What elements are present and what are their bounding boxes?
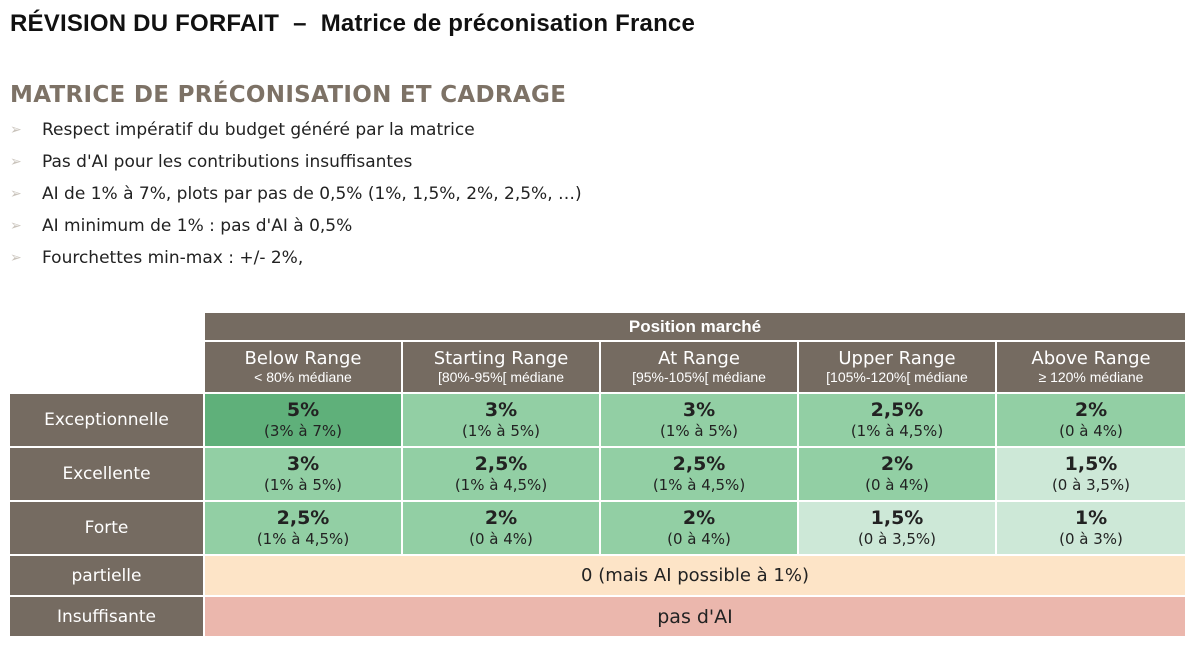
cell-range: (0 à 3,5%) <box>857 530 937 548</box>
cell-percent: 2% <box>484 507 518 529</box>
cell-percent: 1% <box>1074 507 1108 529</box>
cell-percent: 2,5% <box>870 399 924 421</box>
list-item: ➢ AI de 1% à 7%, plots par pas de 0,5% (1… <box>10 182 582 214</box>
arrow-right-icon: ➢ <box>10 218 22 234</box>
bullet-text: Pas d'AI pour les contributions insuffis… <box>42 152 413 172</box>
cell-range: (1% à 4,5%) <box>850 422 944 440</box>
matrix-cell: 2,5% (1% à 4,5%) <box>601 448 797 500</box>
market-position-header: Position marché <box>205 313 1185 340</box>
arrow-right-icon: ➢ <box>10 250 22 266</box>
matrix-cell: 3% (1% à 5%) <box>205 448 401 500</box>
cell-range: (0 à 3%) <box>1059 530 1123 548</box>
section-title: MATRICE DE PRÉCONISATION ET CADRAGE <box>10 82 567 108</box>
column-title: Starting Range <box>433 348 569 369</box>
column-subtitle: [80%-95%[ médiane <box>437 369 565 385</box>
arrow-right-icon: ➢ <box>10 154 22 170</box>
matrix-cell: 2,5% (1% à 4,5%) <box>403 448 599 500</box>
cell-range: (1% à 5%) <box>461 422 541 440</box>
row-label-partielle: partielle <box>10 556 203 595</box>
matrix-cell: 2% (0 à 4%) <box>799 448 995 500</box>
cell-percent: 2,5% <box>672 453 726 475</box>
matrix-cell: 2,5% (1% à 4,5%) <box>205 502 401 554</box>
cell-percent: 3% <box>484 399 518 421</box>
cell-percent: 3% <box>682 399 716 421</box>
column-header-upper-range: Upper Range [105%-120%[ médiane <box>799 342 995 392</box>
list-item: ➢ Pas d'AI pour les contributions insuffi… <box>10 150 582 182</box>
cell-percent: 5% <box>286 399 320 421</box>
page-title-main: RÉVISION DU FORFAIT <box>10 10 280 37</box>
matrix-corner <box>10 342 203 392</box>
cell-range: (1% à 5%) <box>263 476 343 494</box>
cell-percent: 2,5% <box>276 507 330 529</box>
column-header-above-range: Above Range ≥ 120% médiane <box>997 342 1185 392</box>
column-subtitle: ≥ 120% médiane <box>1038 369 1144 385</box>
cell-percent: 2% <box>682 507 716 529</box>
column-subtitle: < 80% médiane <box>254 369 352 385</box>
cell-range: (0 à 4%) <box>1059 422 1123 440</box>
matrix-cell: 3% (1% à 5%) <box>403 394 599 446</box>
cell-percent: 2,5% <box>474 453 528 475</box>
arrow-right-icon: ➢ <box>10 186 22 202</box>
column-title: Upper Range <box>838 348 956 369</box>
cell-range: (0 à 4%) <box>469 530 533 548</box>
bullet-text: AI minimum de 1% : pas d'AI à 0,5% <box>42 216 353 236</box>
list-item: ➢ Fourchettes min-max : +/- 2%, <box>10 246 582 278</box>
column-header-at-range: At Range [95%-105%[ médiane <box>601 342 797 392</box>
matrix-cell: 5% (3% à 7%) <box>205 394 401 446</box>
matrix-cell: 1,5% (0 à 3,5%) <box>997 448 1185 500</box>
column-title: Above Range <box>1031 348 1151 369</box>
cell-range: (1% à 4,5%) <box>256 530 350 548</box>
cell-percent: 2% <box>1074 399 1108 421</box>
matrix-cell: 2% (0 à 4%) <box>601 502 797 554</box>
cell-range: (3% à 7%) <box>263 422 343 440</box>
cell-percent: 3% <box>286 453 320 475</box>
row-label-exceptionnelle: Exceptionnelle <box>10 394 203 446</box>
cell-range: (0 à 4%) <box>865 476 929 494</box>
bullet-text: Respect impératif du budget généré par l… <box>42 120 475 140</box>
cell-range: (1% à 5%) <box>659 422 739 440</box>
cell-range: (0 à 3,5%) <box>1051 476 1131 494</box>
row-label-forte: Forte <box>10 502 203 554</box>
matrix-cell: 1,5% (0 à 3,5%) <box>799 502 995 554</box>
bullet-list: ➢ Respect impératif du budget généré par … <box>10 118 582 278</box>
matrix-cell: 2,5% (1% à 4,5%) <box>799 394 995 446</box>
page-title-separator: – <box>293 10 307 37</box>
arrow-right-icon: ➢ <box>10 122 22 138</box>
cell-percent: 1,5% <box>1064 453 1118 475</box>
list-item: ➢ Respect impératif du budget généré par … <box>10 118 582 150</box>
cell-percent: 1,5% <box>870 507 924 529</box>
cell-range: (1% à 4,5%) <box>652 476 746 494</box>
page-title-sub: Matrice de préconisation France <box>320 10 696 37</box>
column-subtitle: [95%-105%[ médiane <box>632 369 766 385</box>
row-label-excellente: Excellente <box>10 448 203 500</box>
list-item: ➢ AI minimum de 1% : pas d'AI à 0,5% <box>10 214 582 246</box>
matrix-cell: 3% (1% à 5%) <box>601 394 797 446</box>
column-subtitle: [105%-120%[ médiane <box>826 369 968 385</box>
recommendation-matrix: Position marché Below Range < 80% médiane… <box>8 311 1187 638</box>
cell-percent: 2% <box>880 453 914 475</box>
cell-range: (1% à 4,5%) <box>454 476 548 494</box>
matrix-corner <box>10 313 203 340</box>
column-title: At Range <box>658 348 740 369</box>
partielle-value: 0 (mais AI possible à 1%) <box>205 556 1185 595</box>
column-title: Below Range <box>244 348 362 369</box>
bullet-text: AI de 1% à 7%, plots par pas de 0,5% (1%… <box>42 184 582 204</box>
matrix-cell: 2% (0 à 4%) <box>997 394 1185 446</box>
column-header-starting-range: Starting Range [80%-95%[ médiane <box>403 342 599 392</box>
bullet-text: Fourchettes min-max : +/- 2%, <box>42 248 304 268</box>
matrix-cell: 2% (0 à 4%) <box>403 502 599 554</box>
column-header-below-range: Below Range < 80% médiane <box>205 342 401 392</box>
matrix-cell: 1% (0 à 3%) <box>997 502 1185 554</box>
page-title: RÉVISION DU FORFAIT – Matrice de préconisa… <box>10 10 695 38</box>
insuffisante-value: pas d'AI <box>205 597 1185 636</box>
cell-range: (0 à 4%) <box>667 530 731 548</box>
row-label-insuffisante: Insuffisante <box>10 597 203 636</box>
